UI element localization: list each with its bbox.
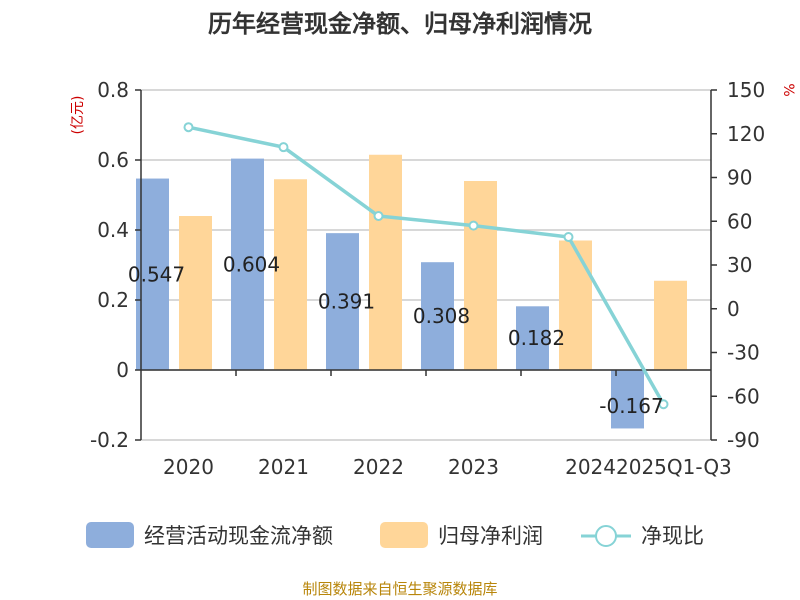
ratio-point [373,211,384,221]
x-axis-tick-label: 2021 [258,455,309,479]
cashflow-data-label: -0.167 [599,394,663,418]
legend-label-ratio: 净现比 [641,524,704,548]
ratio-point [278,142,289,153]
cashflow-bar [516,306,549,370]
net-profit-bar [464,181,497,370]
x-axis-tick-label: 2023 [448,455,499,479]
ratio-point [658,399,669,410]
ratio-line [188,125,666,406]
right-axis-tick-label: 0 [727,297,740,321]
ratio-line-group [183,122,669,410]
left-axis-tick-label: 0.6 [97,148,129,172]
legend-swatch-cashflow [86,522,134,548]
left-axis-tick-label: -0.2 [90,428,129,452]
ratio-point [563,232,574,242]
chart-title: 历年经营现金净额、归母净利润情况 [208,10,592,38]
right-axis-tick-label: 90 [727,166,752,190]
data-labels-group: 0.547 0.604 0.391 0.308 0.182 -0.167 [128,252,664,418]
net-profit-bar [654,280,687,370]
cashflow-data-label: 0.547 [128,262,185,286]
right-axis-unit: % [780,83,796,96]
cashflow-bar [326,233,359,370]
cashflow-data-label: 0.308 [413,304,470,328]
legend: 经营活动现金流净额 归母净利润 净现比 [86,522,704,548]
legend-label-cashflow: 经营活动现金流净额 [144,524,333,548]
right-axis-tick-label: -60 [727,384,760,408]
left-axis-tick-label: 0.8 [97,78,129,102]
x-axis-tick-label: 2022 [353,455,404,479]
source-note: 制图数据来自恒生聚源数据库 [302,580,497,598]
ratio-point [468,220,479,231]
net-profit-bar [369,154,402,370]
left-axis-tick-label: 0 [116,358,129,382]
legend-label-net-profit: 归母净利润 [438,524,543,548]
cashflow-data-label: 0.604 [223,252,280,276]
left-axis-tick-label: 0.2 [97,288,129,312]
x-axis-tick-label: 2020 [163,455,214,479]
ratio-point [183,122,194,133]
right-axis-tick-label: 150 [727,78,765,102]
net-profit-bar [274,179,307,370]
net-profit-bar [179,216,212,370]
cashflow-bar [611,370,644,429]
right-axis-tick-label: 60 [727,209,752,233]
cashflow-data-label: 0.182 [508,326,565,350]
right-axis-tick-label: 120 [727,122,765,146]
bars-group [136,154,687,429]
cashflow-bar [231,158,264,370]
legend-marker-ratio [595,525,617,547]
x-axis-tick-label: 2024 [565,455,616,479]
legend-swatch-net-profit [380,522,428,548]
axes-group: -0.2 0 0.2 0.4 0.6 0.8 -90 -60 -30 0 30 60 90 120 150 2… [90,78,765,479]
x-axis-tick-label: 2025Q1-Q3 [616,455,732,479]
net-profit-bar [559,240,592,370]
right-axis-tick-label: 30 [727,253,752,277]
left-axis-unit: (亿元) [70,96,86,135]
right-axis-tick-label: -90 [727,428,760,452]
left-axis-tick-label: 0.4 [97,218,129,242]
right-axis-tick-label: -30 [727,341,760,365]
cashflow-bar [421,262,454,370]
cashflow-data-label: 0.391 [318,290,375,314]
